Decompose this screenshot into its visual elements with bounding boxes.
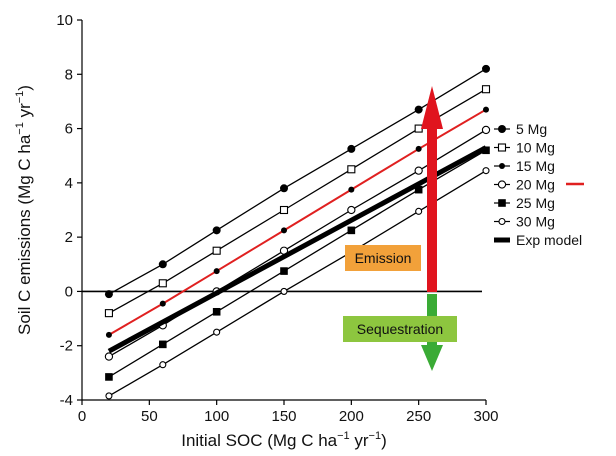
y-tick-label: 8 (65, 66, 73, 83)
emission-arrow (421, 86, 443, 292)
legend-item: 15 Mg (494, 158, 555, 174)
data-point (348, 186, 355, 193)
data-point (482, 64, 490, 73)
legend-item: 25 Mg (494, 195, 555, 211)
data-point (347, 205, 356, 215)
data-point (213, 328, 221, 336)
y-tick-label: -2 (60, 338, 73, 355)
legend-marker (497, 180, 507, 189)
data-point (483, 106, 489, 113)
data-point (104, 309, 113, 318)
data-point (159, 361, 167, 369)
legend-marker (499, 163, 505, 169)
data-point (481, 125, 491, 135)
legend-item: 30 Mg (494, 214, 555, 230)
emission-label-box: Emission (345, 245, 421, 271)
legend-label: 10 Mg (516, 140, 555, 156)
data-point (104, 352, 114, 361)
legend-marker (498, 217, 506, 226)
x-tick-label: 0 (78, 408, 86, 425)
legend-label: 25 Mg (516, 195, 555, 211)
exp-model-line (107, 145, 488, 354)
legend-label: 20 Mg (516, 177, 555, 193)
data-point (482, 167, 490, 175)
legend-marker (497, 143, 507, 152)
x-tick-label: 150 (271, 408, 296, 425)
legend: 5 Mg 10 Mg 15 Mg 20 Mg 25 Mg 30 Mg Exp model (494, 121, 582, 248)
x-axis-title: Initial SOC (Mg C ha−1 yr−1) (181, 430, 387, 450)
data-point (104, 290, 113, 299)
data-point (279, 205, 289, 215)
y-tick-label: 6 (65, 121, 73, 138)
legend-label: 15 Mg (516, 158, 555, 174)
legend-item-exp-model: Exp model (494, 232, 582, 248)
data-point (481, 85, 491, 94)
legend-label: 5 Mg (516, 121, 547, 137)
data-point (159, 300, 166, 307)
legend-item: 10 Mg (494, 140, 555, 156)
data-point (415, 207, 423, 215)
data-point (280, 267, 288, 275)
series-group (104, 64, 491, 400)
x-tick-label: 300 (473, 408, 498, 425)
legend-item: 20 Mg (494, 177, 555, 193)
data-point (213, 268, 220, 275)
data-point (347, 165, 356, 174)
data-point (414, 166, 423, 175)
y-ticks: -4 -2 0 2 4 6 8 10 (56, 12, 82, 409)
data-point (347, 226, 356, 235)
legend-label: Exp model (516, 232, 582, 248)
series-5-mg (104, 64, 490, 299)
legend-marker (498, 125, 506, 133)
data-point (414, 185, 423, 194)
data-point (415, 145, 422, 152)
data-point (212, 226, 221, 235)
y-tick-label: 2 (65, 229, 73, 246)
data-point (281, 227, 287, 234)
x-tick-label: 250 (406, 408, 431, 425)
sequestration-label-box: Sequestration (343, 316, 457, 342)
data-point (158, 260, 167, 269)
x-tick-label: 100 (204, 408, 229, 425)
x-tick-label: 50 (141, 408, 158, 425)
y-tick-label: -4 (60, 392, 73, 409)
data-point (105, 392, 113, 400)
data-point (105, 331, 112, 338)
legend-label: 30 Mg (516, 214, 555, 230)
y-tick-label: 0 (65, 283, 73, 300)
data-point (212, 246, 221, 255)
legend-item: 5 Mg (494, 121, 547, 137)
data-point (105, 373, 113, 381)
y-axis-title: Soil C emissions (Mg C ha−1 yr−1) (14, 85, 34, 335)
series-15-mg (105, 106, 489, 338)
x-tick-label: 200 (339, 408, 364, 425)
data-point (280, 184, 288, 193)
legend-marker (498, 199, 506, 207)
x-ticks: 0 50 100 150 200 250 300 (78, 400, 499, 425)
data-point (280, 287, 288, 295)
emission-label: Emission (355, 250, 412, 266)
data-point (158, 279, 167, 288)
y-tick-label: 4 (65, 175, 73, 192)
data-point (212, 307, 221, 316)
sequestration-label: Sequestration (357, 321, 443, 337)
y-tick-label: 10 (56, 12, 73, 29)
data-point (414, 105, 423, 114)
data-point (159, 340, 167, 349)
data-point (347, 144, 356, 153)
